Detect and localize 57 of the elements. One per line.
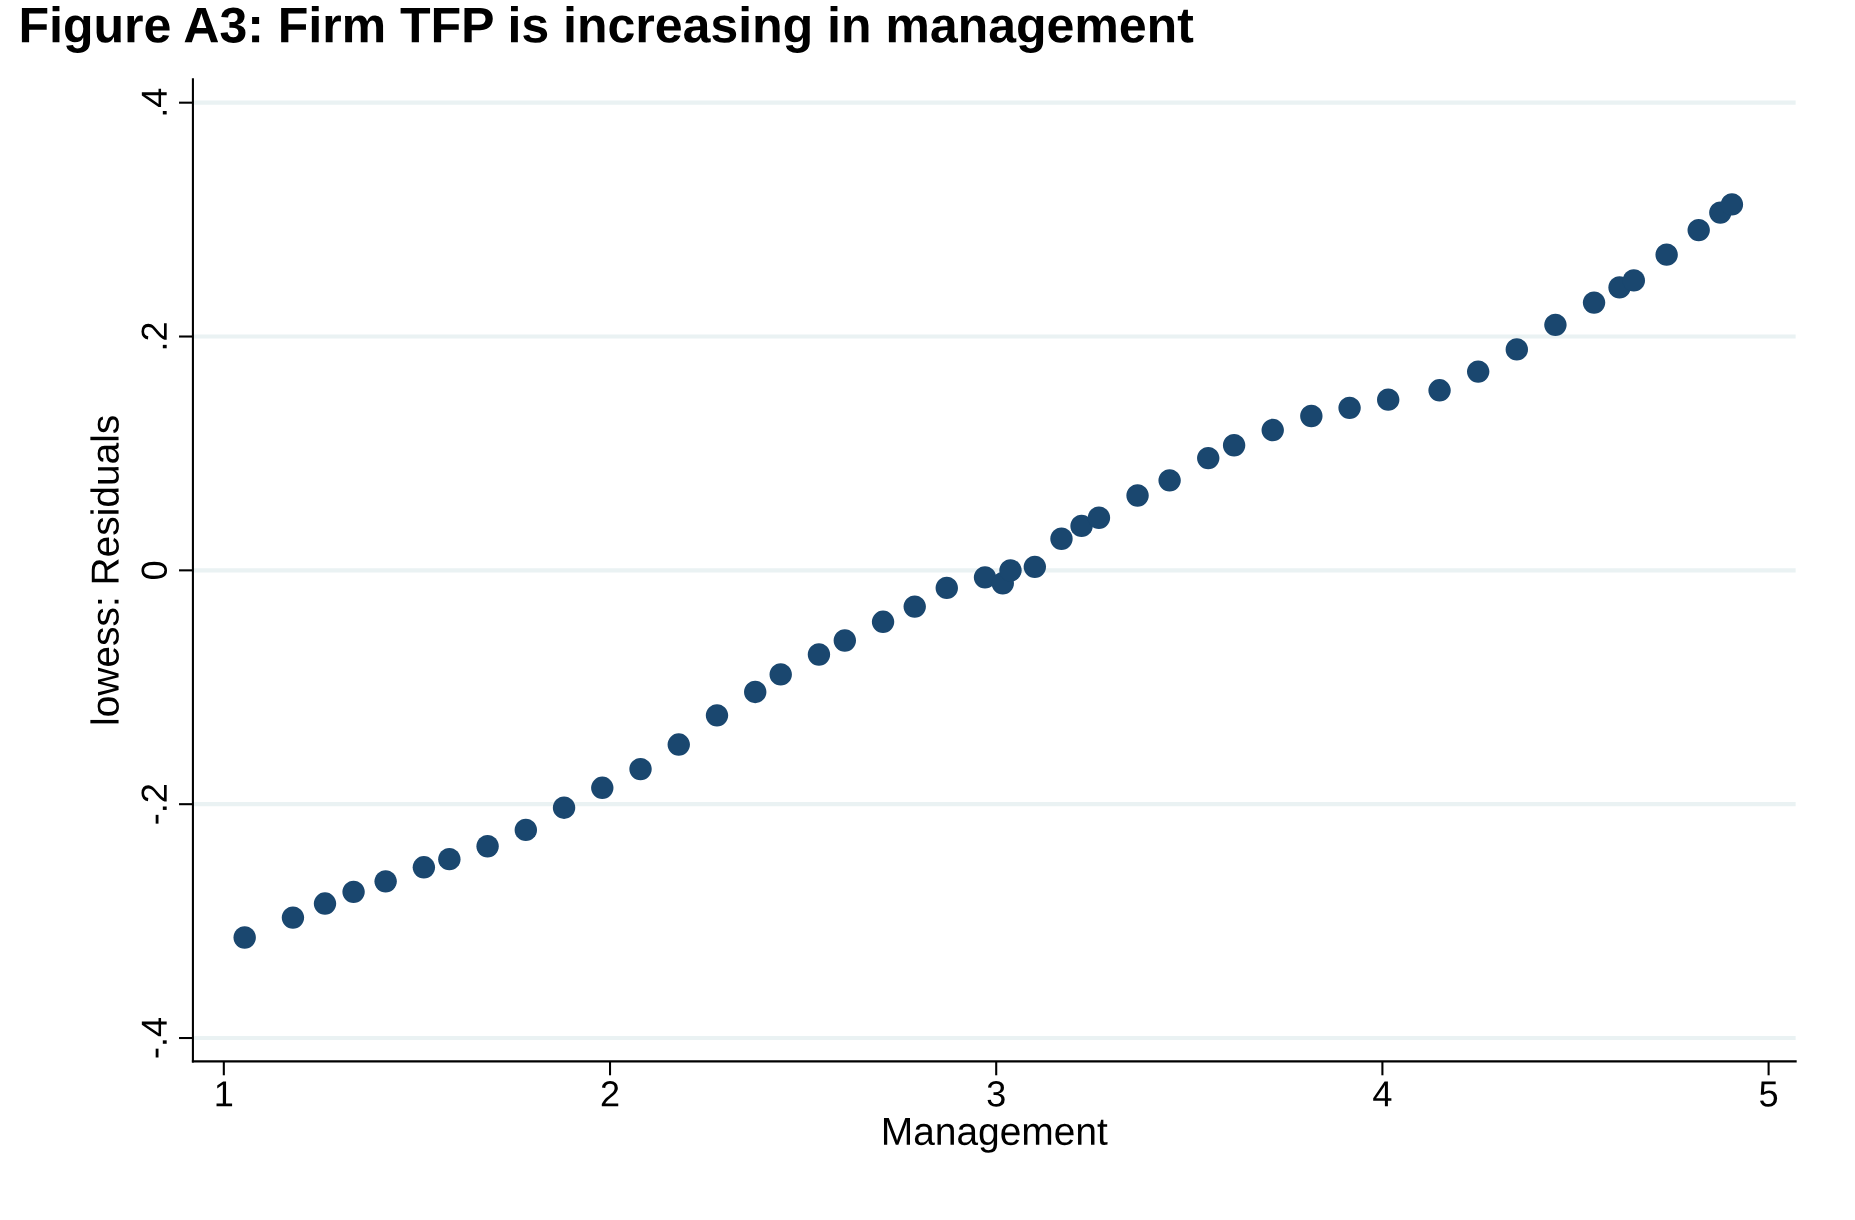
point <box>476 835 499 858</box>
point <box>1655 243 1678 266</box>
point <box>629 757 652 781</box>
point <box>667 733 690 756</box>
point <box>412 856 436 879</box>
point <box>1466 360 1490 383</box>
point <box>871 610 895 633</box>
point <box>1158 469 1181 492</box>
point <box>833 629 857 652</box>
point <box>1087 506 1111 529</box>
point <box>1377 388 1400 411</box>
point <box>1544 313 1567 337</box>
point <box>1338 396 1361 420</box>
y-tick-label: -.4 <box>141 1018 167 1058</box>
point <box>1720 193 1744 216</box>
point <box>935 576 958 600</box>
point <box>233 926 256 949</box>
point <box>744 680 767 704</box>
point <box>769 663 792 686</box>
y-tick-label: 0 <box>141 561 168 579</box>
x-tick-label: 2 <box>601 1081 619 1107</box>
point <box>281 906 305 929</box>
point <box>514 818 538 842</box>
point <box>1428 379 1451 402</box>
point <box>552 796 576 819</box>
point <box>438 847 461 871</box>
point <box>1070 514 1093 538</box>
chart-title: Figure A3: Firm TFP is increasing in management <box>21 6 1194 53</box>
point <box>374 870 397 893</box>
x-tick-label: 3 <box>987 1081 1005 1107</box>
y-tick-label: -.2 <box>141 784 167 824</box>
point <box>1300 404 1323 428</box>
y-tick-label: .4 <box>141 88 167 115</box>
point <box>1261 418 1284 442</box>
point <box>973 566 997 589</box>
point <box>1050 527 1073 550</box>
point <box>807 643 831 666</box>
point <box>999 559 1022 582</box>
point <box>1582 291 1606 314</box>
y-axis-title: lowess: Residuals <box>90 416 119 724</box>
x-tick-label: 1 <box>216 1081 233 1107</box>
point <box>1023 555 1047 579</box>
point <box>1222 434 1246 457</box>
y-tick-label: .2 <box>141 323 167 349</box>
point <box>591 776 614 800</box>
x-tick-label: 5 <box>1760 1081 1778 1107</box>
point <box>313 892 337 915</box>
point <box>1197 446 1220 470</box>
point <box>1126 484 1149 507</box>
point <box>1622 269 1646 292</box>
point <box>705 704 729 727</box>
point <box>1505 338 1528 361</box>
x-tick-label: 4 <box>1373 1081 1392 1107</box>
point <box>903 595 926 618</box>
x-axis-title: Management <box>883 1118 1108 1153</box>
point <box>342 880 365 904</box>
point <box>1687 218 1710 242</box>
